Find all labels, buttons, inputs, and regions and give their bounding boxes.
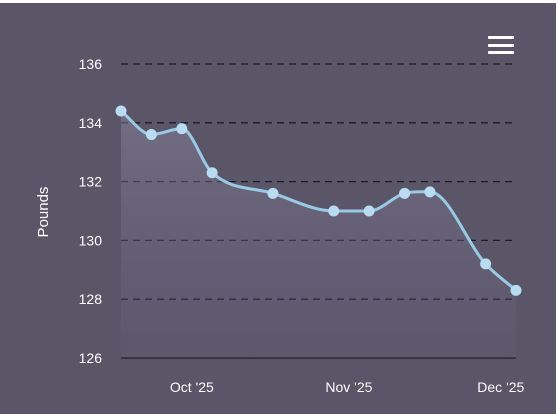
data-point: [510, 284, 522, 296]
top-border: [0, 0, 558, 3]
data-point: [480, 258, 492, 270]
data-point: [145, 129, 157, 141]
area-fill: [121, 111, 516, 358]
y-tick-label: 128: [79, 291, 103, 307]
data-point: [363, 205, 375, 217]
data-points: [115, 105, 522, 296]
hamburger-menu-icon[interactable]: [488, 34, 514, 56]
data-point: [328, 205, 340, 217]
menu-bar-middle: [488, 43, 514, 47]
x-tick-label: Oct '25: [170, 379, 214, 395]
x-tick-label: Nov '25: [325, 379, 372, 395]
y-tick-label: 130: [79, 232, 103, 248]
y-tick-label: 136: [79, 56, 103, 72]
menu-bar-top: [488, 36, 514, 39]
data-point: [176, 123, 188, 135]
x-tick-label: Dec '25: [477, 379, 524, 395]
y-axis-title: Pounds: [35, 187, 52, 238]
data-point: [206, 167, 218, 179]
data-point: [399, 187, 411, 199]
y-tick-label: 134: [79, 115, 103, 131]
x-axis-ticks: Oct '25 Nov '25 Dec '25: [170, 379, 525, 395]
y-axis-ticks: 126 128 130 132 134 136: [79, 56, 103, 366]
menu-bar-bottom: [488, 51, 514, 54]
y-tick-label: 126: [79, 350, 103, 366]
data-point: [115, 105, 127, 117]
data-point: [267, 187, 279, 199]
data-point: [424, 186, 436, 198]
right-border: [556, 0, 558, 414]
y-tick-label: 132: [79, 174, 103, 190]
